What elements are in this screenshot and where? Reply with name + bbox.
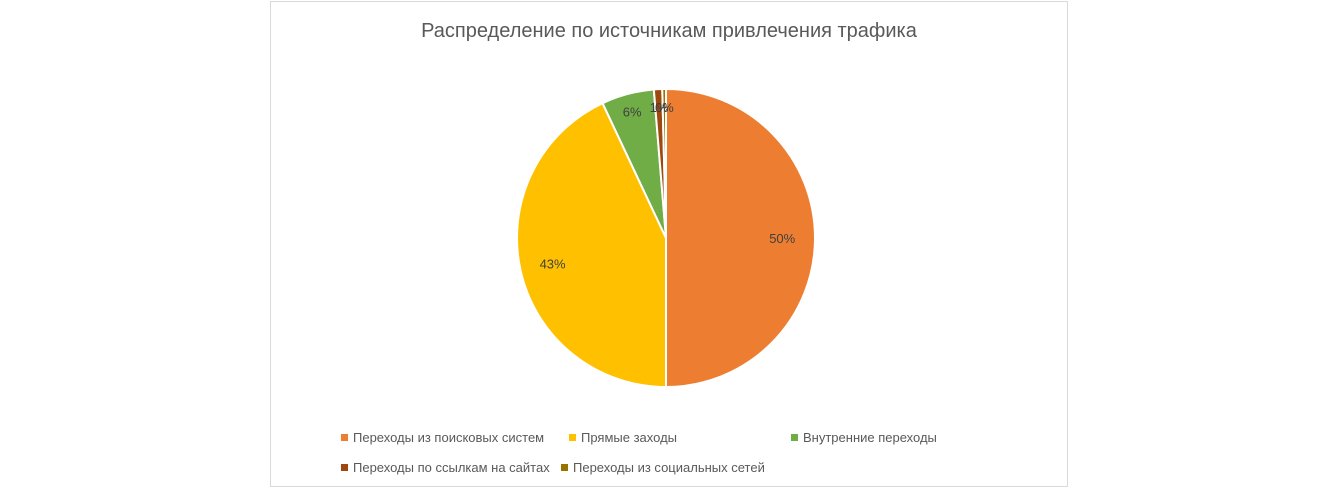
- pie-slice: [665, 87, 816, 389]
- chart-area: Распределение по источникам привлечения …: [270, 1, 1068, 487]
- legend-item-internal: Внутренние переходы: [791, 430, 937, 445]
- legend-label: Прямые заходы: [581, 430, 678, 445]
- chart-title: Распределение по источникам привлечения …: [421, 20, 917, 42]
- legend-item-social: Переходы из социальных сетей: [561, 460, 765, 475]
- legend-swatch: [569, 434, 576, 441]
- pie-slice: [516, 101, 667, 389]
- slice-data-label: 43%: [540, 256, 566, 271]
- legend-label: Переходы по ссылкам на сайтах: [353, 460, 550, 475]
- pie-slice: [661, 87, 667, 239]
- legend-item-referral: Переходы по ссылкам на сайтах: [341, 460, 550, 475]
- legend-item-search: Переходы из поисковых систем: [341, 430, 544, 445]
- legend-swatch: [561, 464, 568, 471]
- pie-chart: 50% 43% 6% 1%0%: [516, 87, 816, 389]
- legend-swatch: [791, 434, 798, 441]
- legend-swatch: [341, 434, 348, 441]
- legend-label: Внутренние переходы: [803, 430, 937, 445]
- slice-data-label: 1%: [650, 100, 669, 115]
- slice-data-label: 50%: [769, 231, 795, 246]
- slice-data-label: 0%: [655, 100, 674, 115]
- legend-label: Переходы из социальных сетей: [573, 460, 765, 475]
- legend-label: Переходы из поисковых систем: [353, 430, 545, 445]
- legend-item-direct: Прямые заходы: [569, 430, 677, 445]
- legend-swatch: [341, 464, 348, 471]
- slice-data-label: 6%: [623, 104, 642, 119]
